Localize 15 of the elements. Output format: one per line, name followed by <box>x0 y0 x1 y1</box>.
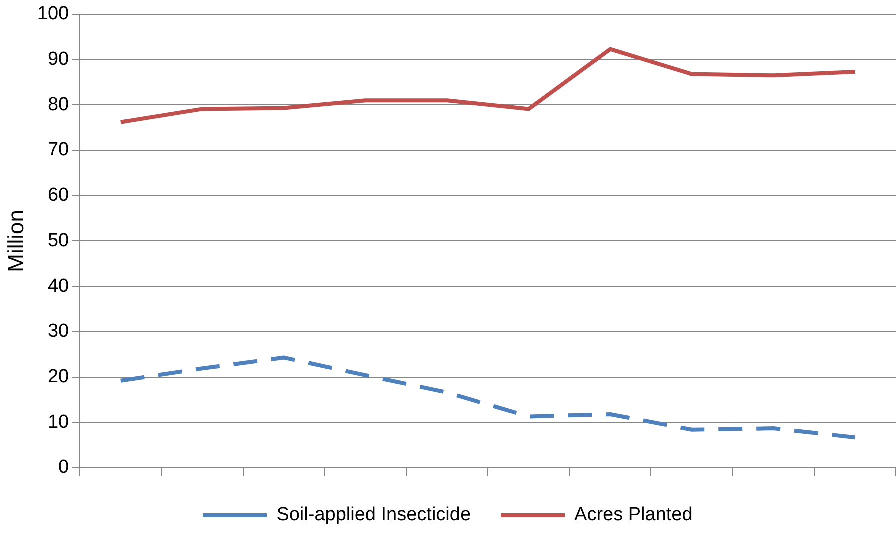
y-tick-label: 10 <box>48 412 70 433</box>
line-series <box>118 356 858 440</box>
legend-label: Acres Planted <box>574 504 693 526</box>
y-tick-label: 70 <box>48 140 70 161</box>
y-tick-label: 0 <box>58 457 70 478</box>
y-tick-label: 30 <box>48 321 70 342</box>
y-tick-label: 50 <box>48 230 70 252</box>
y-tick-label: 60 <box>48 185 70 206</box>
y-tick-label: 20 <box>48 366 70 388</box>
y-tick-label: 40 <box>48 276 70 297</box>
y-axis-title: Million <box>3 210 28 272</box>
y-tick-label: 100 <box>37 4 70 25</box>
y-tick-label: 80 <box>48 94 70 116</box>
y-tick-label: 90 <box>48 48 70 70</box>
legend-label: Soil-applied Insecticide <box>276 504 472 526</box>
